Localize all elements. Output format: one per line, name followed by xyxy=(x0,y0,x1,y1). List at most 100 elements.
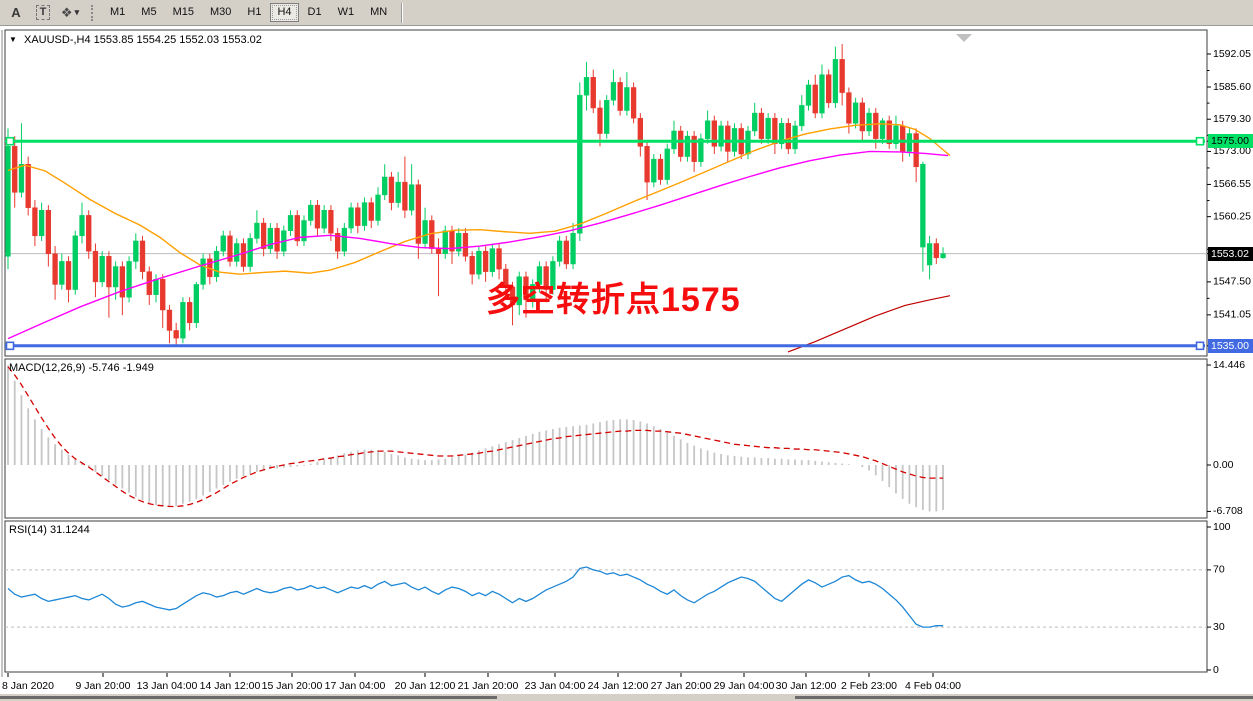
svg-text:1560.25: 1560.25 xyxy=(1213,210,1251,222)
chart-canvas[interactable]: 1592.05 1585.60 1579.30 1573.00 1566.55 1560.… xyxy=(0,26,1253,701)
candle xyxy=(671,120,677,154)
candle xyxy=(879,118,886,144)
timeframe-button-m15[interactable]: M15 xyxy=(172,6,194,18)
collapse-triangle-icon[interactable]: ▼ xyxy=(9,35,17,44)
timeframe-button-w1[interactable]: W1 xyxy=(337,6,355,18)
candle xyxy=(200,253,206,290)
candle xyxy=(624,72,630,116)
svg-text:8 Jan 2020: 8 Jan 2020 xyxy=(2,680,54,692)
candle xyxy=(456,228,462,257)
candle xyxy=(577,82,583,241)
horizontal-scrollbar[interactable] xyxy=(0,694,1253,701)
candle xyxy=(5,128,11,270)
candle xyxy=(543,261,549,303)
text-box-icon: T xyxy=(35,5,51,20)
svg-text:14 Jan 12:00: 14 Jan 12:00 xyxy=(200,680,261,692)
chart-annotation-text[interactable]: 多空转折点1575 xyxy=(486,281,741,319)
candle xyxy=(139,235,146,280)
candle xyxy=(462,228,469,262)
candle xyxy=(308,200,314,226)
candle xyxy=(146,266,152,305)
candle xyxy=(213,246,220,282)
ma-slow-magenta xyxy=(7,150,949,340)
svg-text:29 Jan 04:00: 29 Jan 04:00 xyxy=(714,680,775,692)
candle xyxy=(926,235,933,280)
svg-text:-6.708: -6.708 xyxy=(1213,505,1243,517)
candle xyxy=(536,261,543,293)
candle xyxy=(550,256,556,295)
candle xyxy=(758,107,765,144)
chart-shift-marker-icon[interactable] xyxy=(956,34,972,42)
candle xyxy=(260,217,267,257)
candle xyxy=(348,202,354,234)
current-price-badge: 1553.02 xyxy=(1208,247,1253,261)
support-line-handle[interactable] xyxy=(1195,341,1205,351)
candle xyxy=(805,79,812,111)
resistance-line-handle[interactable] xyxy=(5,136,15,146)
candle xyxy=(590,69,596,114)
timeframe-button-d1[interactable]: D1 xyxy=(307,6,322,18)
timeframe-button-m5[interactable]: M5 xyxy=(141,6,157,18)
candle xyxy=(220,230,226,257)
time-axis: 8 Jan 2020 9 Jan 20:00 13 Jan 04:00 14 Jan … xyxy=(2,673,961,692)
candle xyxy=(772,113,778,154)
candle xyxy=(267,223,274,254)
svg-text:4 Feb 04:00: 4 Feb 04:00 xyxy=(905,680,961,692)
chart-shift xyxy=(956,34,972,42)
candle xyxy=(72,230,78,295)
candle xyxy=(469,251,475,285)
candle xyxy=(933,238,939,264)
candle xyxy=(778,118,785,149)
candle xyxy=(99,251,105,287)
svg-text:1573.00: 1573.00 xyxy=(1213,145,1251,157)
candle xyxy=(52,246,58,300)
toolbar: A T ❖ ▾ M1 M5 M15 M30 H1 H4 D1 W1 MN xyxy=(0,0,1253,26)
macd-axis: 14.446 0.00 -6.708 xyxy=(1207,359,1245,517)
candle xyxy=(617,77,623,116)
candle xyxy=(530,279,536,308)
rsi-axis: 100 70 30 0 xyxy=(1207,521,1231,676)
timeframe-button-h4[interactable]: H4 xyxy=(270,3,299,22)
candle xyxy=(92,243,99,298)
chevron-down-icon: ▾ xyxy=(74,7,80,17)
candle xyxy=(45,205,52,267)
candle xyxy=(812,74,818,119)
hline-objects[interactable] xyxy=(5,136,1205,351)
scrollbar-segment-right[interactable] xyxy=(795,696,1253,699)
svg-text:14.446: 14.446 xyxy=(1213,359,1245,371)
resistance-line-handle[interactable] xyxy=(1195,136,1205,146)
text-label-tool-button[interactable]: A xyxy=(11,5,21,20)
svg-text:2 Feb 23:00: 2 Feb 23:00 xyxy=(841,680,897,692)
support-line-handle[interactable] xyxy=(5,341,15,351)
timeframe-button-m1[interactable]: M1 xyxy=(110,6,126,18)
timeframe-button-h1[interactable]: H1 xyxy=(247,6,262,18)
candle xyxy=(839,44,845,106)
candle xyxy=(509,281,516,326)
text-box-tool-button[interactable]: T xyxy=(32,3,54,23)
timeframe-button-m30[interactable]: M30 xyxy=(209,6,232,18)
svg-text:23 Jan 04:00: 23 Jan 04:00 xyxy=(525,680,586,692)
objects-icon: ❖ xyxy=(60,4,73,20)
moving-averages xyxy=(7,123,951,353)
candle xyxy=(873,107,879,149)
candle xyxy=(86,210,92,259)
candle xyxy=(375,187,381,226)
candle xyxy=(866,107,872,137)
macd-indicator-label: MACD(12,26,9) -5.746 -1.949 xyxy=(9,362,154,374)
svg-text:1541.05: 1541.05 xyxy=(1213,309,1251,321)
scrollbar-segment-left[interactable] xyxy=(0,696,497,699)
svg-text:30: 30 xyxy=(1213,621,1225,633)
svg-text:1592.05: 1592.05 xyxy=(1213,48,1251,60)
candle xyxy=(704,110,711,144)
svg-text:0.00: 0.00 xyxy=(1213,459,1234,471)
candle xyxy=(859,97,865,142)
timeframe-button-mn[interactable]: MN xyxy=(370,6,388,18)
candle xyxy=(274,223,280,259)
toolbar-grip[interactable] xyxy=(91,4,93,21)
candle xyxy=(32,200,38,247)
macd-histogram xyxy=(7,365,944,512)
objects-tool-button[interactable]: ❖ ▾ xyxy=(59,3,81,23)
svg-text:21 Jan 20:00: 21 Jan 20:00 xyxy=(458,680,519,692)
ma-fast-orange xyxy=(7,123,951,275)
candle xyxy=(570,223,576,270)
